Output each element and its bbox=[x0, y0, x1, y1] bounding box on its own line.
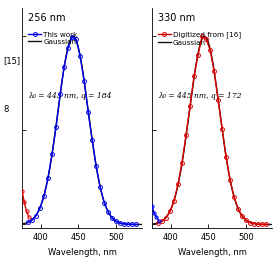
Legend: This work, Gaussian: This work, Gaussian bbox=[28, 32, 78, 45]
Text: 330 nm: 330 nm bbox=[158, 13, 195, 23]
Text: 8: 8 bbox=[3, 106, 9, 114]
Text: λ₀ = 445 nm, q = 172: λ₀ = 445 nm, q = 172 bbox=[158, 92, 241, 100]
Text: [15]: [15] bbox=[3, 56, 20, 65]
Text: 256 nm: 256 nm bbox=[28, 13, 65, 23]
Text: λ₀ = 443 nm, q = 184: λ₀ = 443 nm, q = 184 bbox=[28, 92, 112, 100]
X-axis label: Wavelength, nm: Wavelength, nm bbox=[48, 248, 117, 257]
X-axis label: Wavelength, nm: Wavelength, nm bbox=[178, 248, 246, 257]
Legend: Digitized from [16], Gaussian: Digitized from [16], Gaussian bbox=[158, 32, 241, 46]
